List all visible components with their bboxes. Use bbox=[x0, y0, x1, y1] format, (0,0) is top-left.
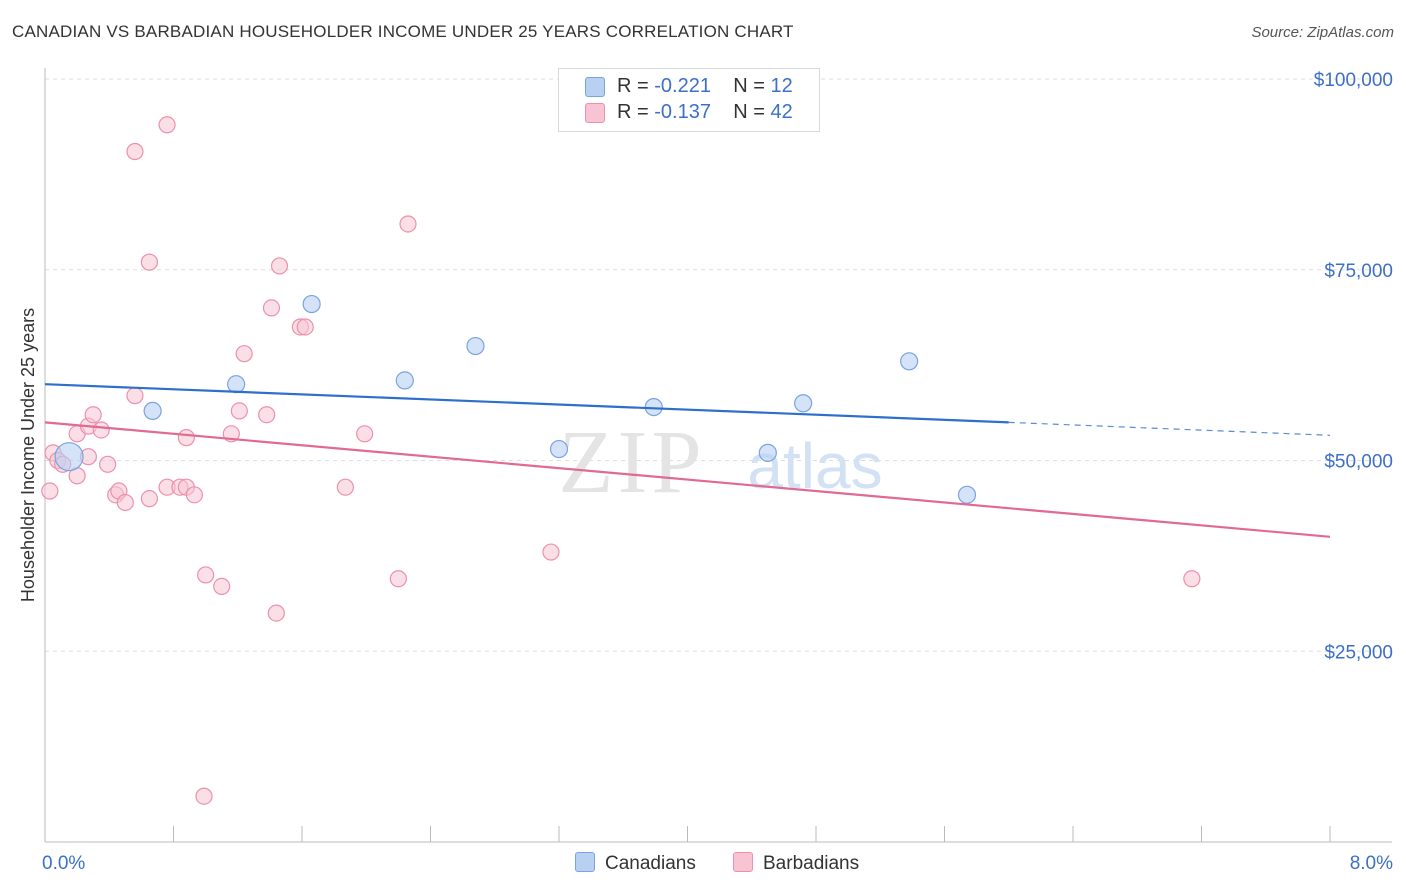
x-tick-label: 8.0% bbox=[1350, 853, 1393, 874]
canadian-point bbox=[900, 352, 919, 371]
barbadian-point bbox=[213, 577, 231, 595]
canadian-point bbox=[466, 336, 485, 356]
canadian-point bbox=[794, 394, 813, 413]
canadian-trendline-extension bbox=[1008, 421, 1331, 436]
legend-n-label: N = bbox=[733, 101, 771, 123]
bottom-legend-canadians: Canadians bbox=[575, 852, 696, 875]
x-tick-label: 0.0% bbox=[42, 853, 85, 874]
barbadian-trendline bbox=[44, 421, 1331, 538]
barbadian-point bbox=[140, 253, 159, 271]
canadian-point bbox=[758, 443, 777, 462]
legend-r-value: -0.221 bbox=[654, 75, 711, 97]
canadian-point bbox=[302, 294, 321, 314]
barbadian-point bbox=[185, 486, 203, 504]
barbadian-point bbox=[99, 455, 117, 473]
legend-r-label: R = bbox=[617, 75, 655, 97]
barbadian-point bbox=[126, 142, 144, 161]
barbadian-point bbox=[296, 318, 314, 336]
barbadian-point bbox=[399, 215, 417, 233]
canadian-point bbox=[549, 439, 569, 459]
legend-r-value: -0.137 bbox=[654, 101, 711, 123]
source-label: Source: ZipAtlas.com bbox=[1251, 24, 1394, 41]
canadian-point bbox=[143, 401, 162, 421]
canadian-point bbox=[227, 375, 246, 394]
barbadian-point bbox=[356, 425, 374, 443]
canadian-point bbox=[54, 442, 84, 472]
bottom-swatch-canadians bbox=[575, 852, 595, 872]
barbadian-point bbox=[195, 787, 213, 805]
barbadian-point bbox=[230, 402, 248, 420]
legend-swatch-barbadians bbox=[585, 103, 605, 123]
barbadian-point bbox=[158, 116, 176, 134]
y-tick-label: $75,000 bbox=[1324, 261, 1393, 282]
legend-n-value: 42 bbox=[770, 101, 793, 123]
barbadian-point bbox=[116, 493, 134, 512]
bottom-legend-label: Barbadians bbox=[763, 853, 860, 874]
canadian-point bbox=[395, 371, 414, 390]
bottom-legend-label: Canadians bbox=[605, 853, 696, 874]
barbadian-point bbox=[177, 429, 195, 447]
chart-title: CANADIAN VS BARBADIAN HOUSEHOLDER INCOME… bbox=[12, 22, 794, 41]
barbadian-point bbox=[126, 387, 144, 405]
barbadian-point bbox=[1183, 570, 1201, 588]
barbadian-point bbox=[262, 299, 281, 317]
barbadian-point bbox=[270, 257, 289, 275]
correlation-legend: R = -0.221 N = 12 R = -0.137 N = 42 bbox=[558, 68, 820, 132]
barbadian-point bbox=[140, 490, 159, 508]
watermark-zip: ZIP bbox=[559, 413, 706, 512]
barbadian-point bbox=[92, 421, 110, 439]
barbadian-point bbox=[336, 478, 354, 496]
legend-n-label: N = bbox=[733, 75, 771, 97]
y-tick-label: $100,000 bbox=[1314, 70, 1393, 91]
legend-n-value: 12 bbox=[770, 75, 793, 97]
legend-swatch-canadians bbox=[585, 77, 605, 97]
y-tick-label: $50,000 bbox=[1324, 452, 1393, 473]
barbadian-point bbox=[389, 570, 407, 588]
barbadian-point bbox=[258, 406, 276, 424]
bottom-legend-barbadians: Barbadians bbox=[733, 852, 859, 875]
bottom-swatch-barbadians bbox=[733, 852, 753, 872]
barbadian-point bbox=[267, 604, 285, 622]
barbadian-point bbox=[197, 566, 215, 584]
canadian-point bbox=[957, 485, 977, 504]
y-axis-label: Householder Income Under 25 years bbox=[18, 308, 38, 602]
canadian-trendline bbox=[44, 383, 1009, 424]
legend-r-label: R = bbox=[617, 101, 655, 123]
barbadian-point bbox=[84, 406, 102, 424]
y-tick-label: $25,000 bbox=[1324, 642, 1393, 663]
barbadian-point bbox=[542, 543, 560, 561]
barbadian-point bbox=[235, 345, 253, 363]
barbadian-point bbox=[41, 482, 59, 500]
